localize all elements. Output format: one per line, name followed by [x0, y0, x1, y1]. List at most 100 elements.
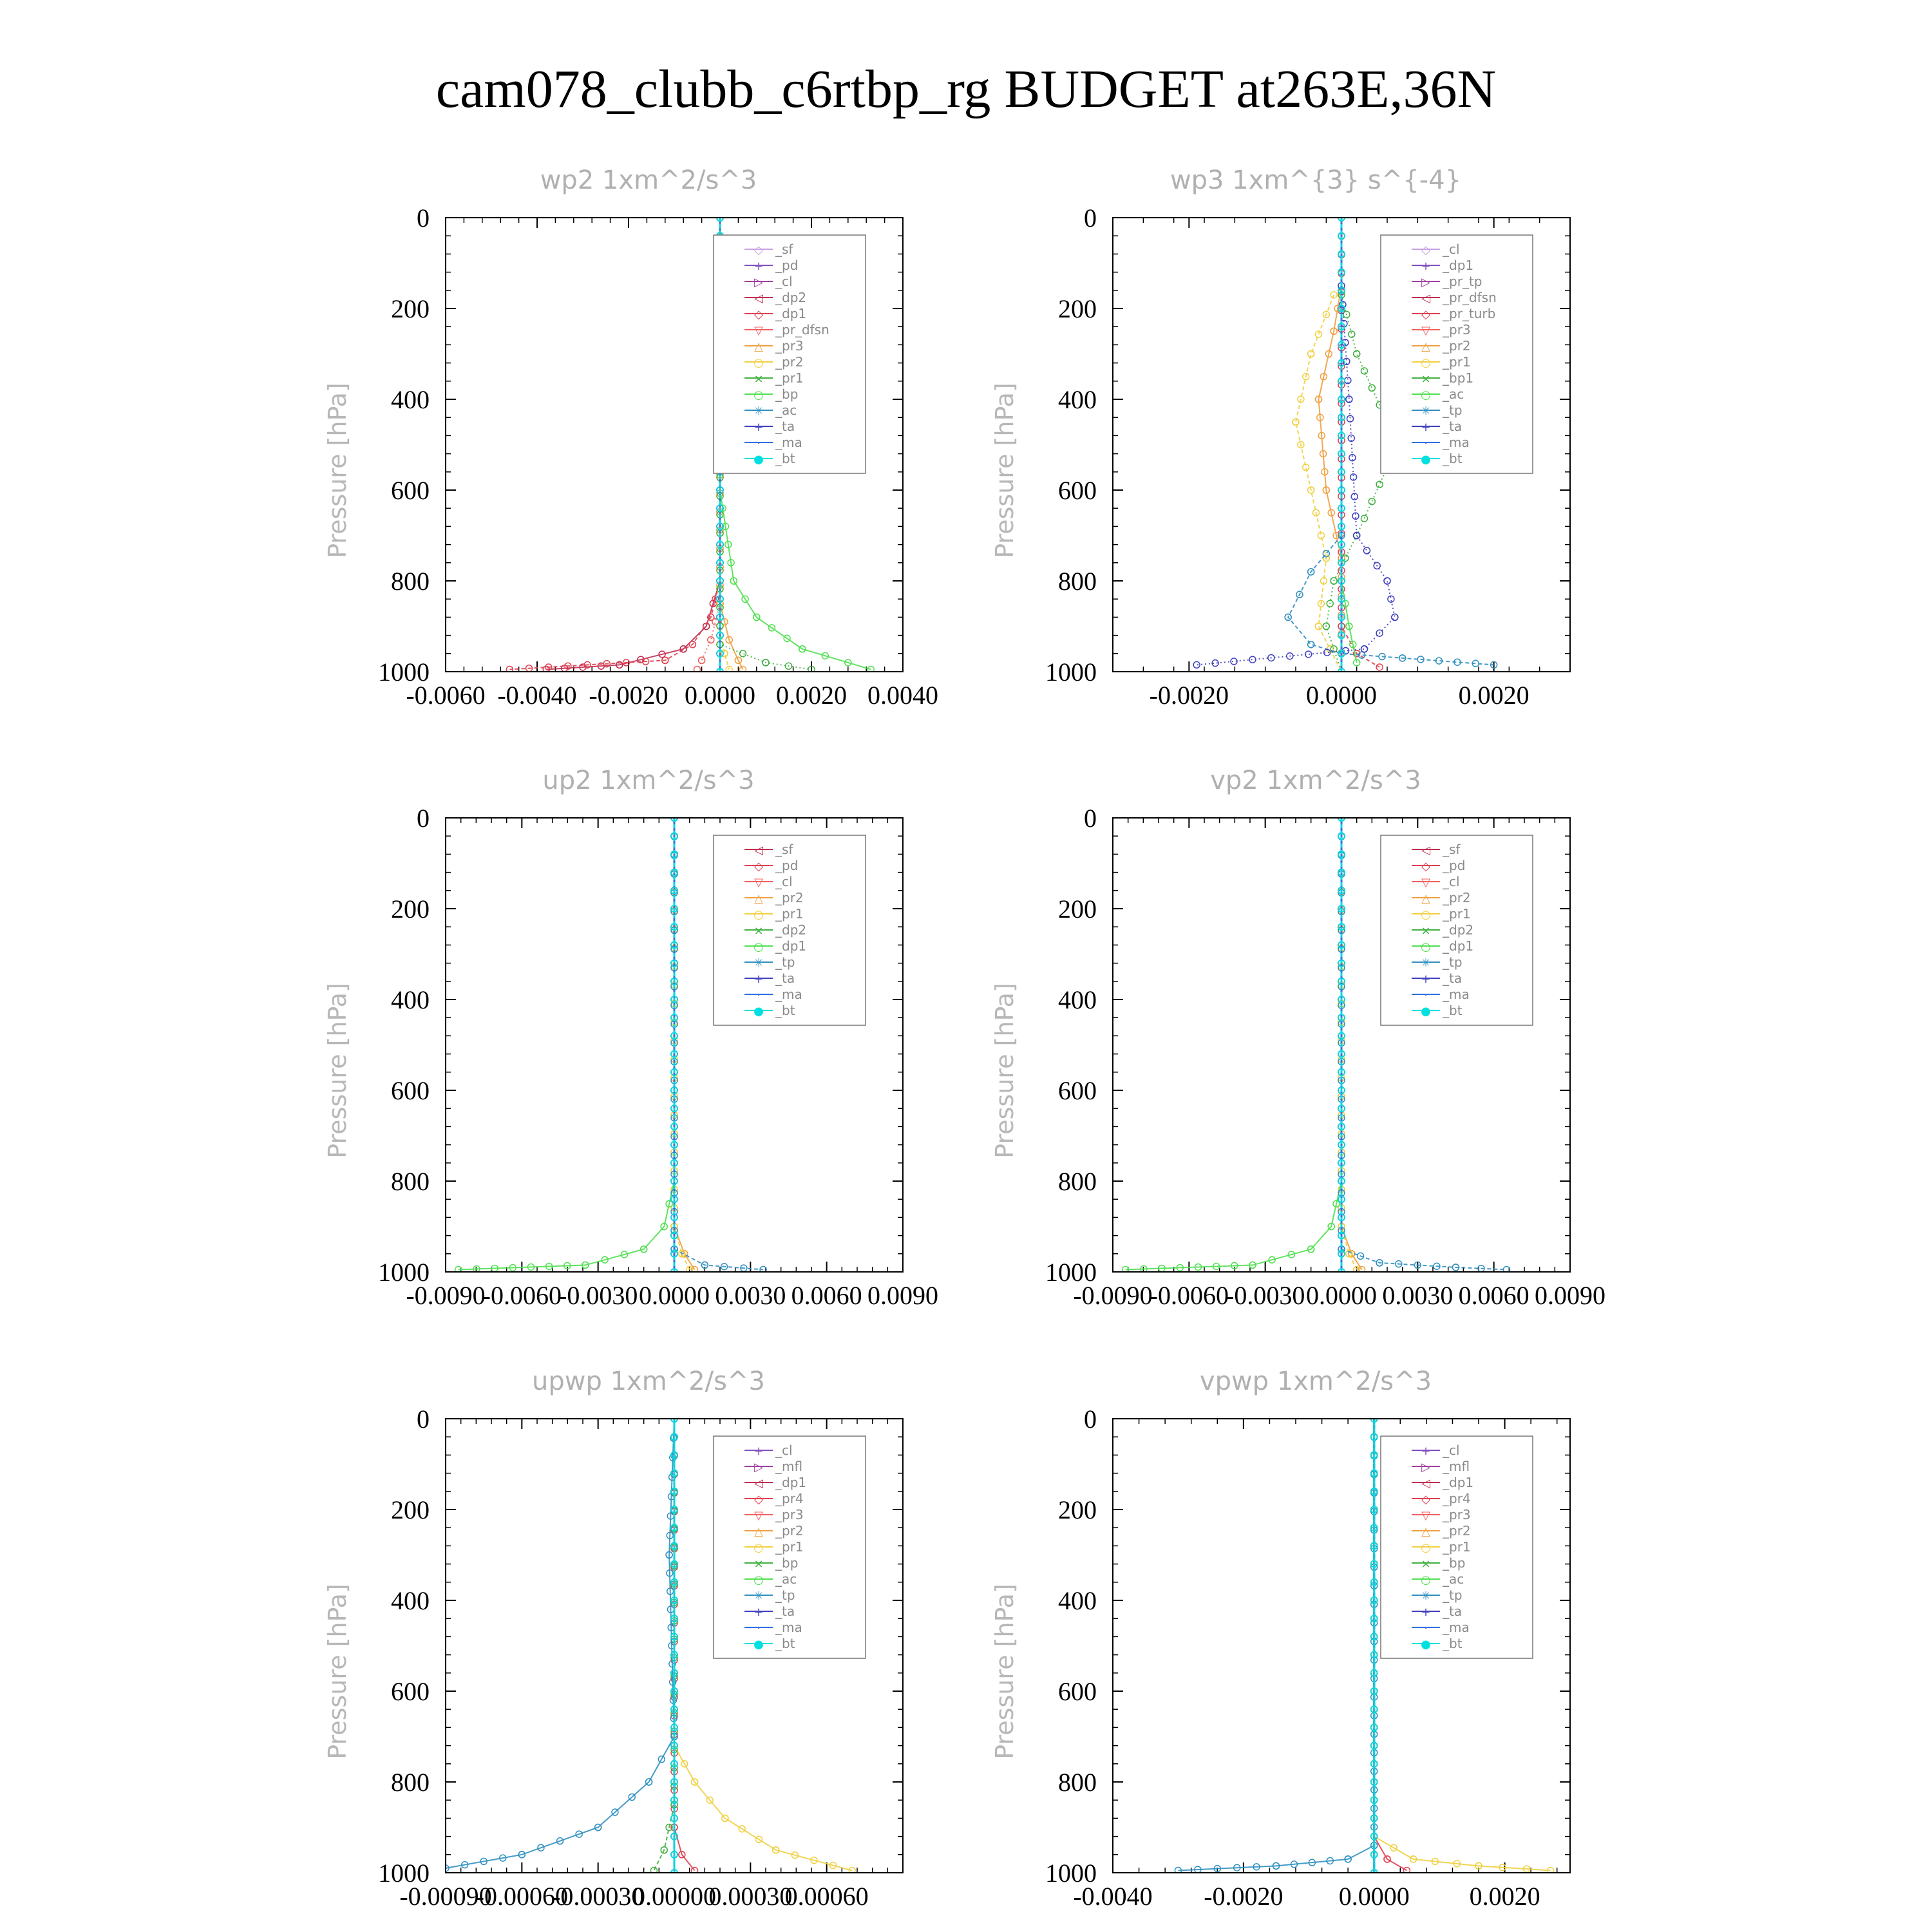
legend-label: _pr2: [1442, 1523, 1471, 1539]
legend-label: _bp: [775, 386, 798, 402]
legend-marker: ▷: [1421, 276, 1430, 289]
y-tick-label: 200: [1058, 1495, 1097, 1524]
series-marker: [537, 1844, 545, 1852]
y-tick-label: 0: [1084, 1405, 1097, 1434]
series-marker: [1338, 522, 1345, 531]
series-marker: [1290, 1861, 1298, 1868]
series-marker: [1338, 631, 1345, 639]
legend-marker: ●: [753, 1638, 764, 1651]
series-marker: [583, 661, 591, 669]
legend-marker: +: [1421, 972, 1430, 986]
legend-marker: +: [1421, 1605, 1430, 1619]
legend-label: _dp1: [775, 1475, 806, 1490]
series-marker: [1338, 650, 1345, 658]
plot-frame: [445, 217, 904, 672]
legend: ◇ _sf + _pd ▷ _cl ◁ _dp2 ◇ _dp1 ▽ _pr_dfsn △ _pr3 ○ _pr…: [713, 234, 866, 474]
legend-label: _dp2: [1442, 922, 1473, 938]
legend-marker: ◁: [1421, 1477, 1430, 1490]
series-marker: [730, 577, 738, 585]
series-marker: [693, 665, 701, 672]
series-marker: [1352, 350, 1361, 358]
series-marker: [637, 656, 645, 663]
series-marker: [1338, 450, 1345, 458]
series-marker: [690, 1265, 699, 1272]
series-marker: [1338, 486, 1345, 494]
legend-label: _ta: [775, 419, 795, 434]
series-marker: [1338, 1086, 1345, 1094]
series-marker: [679, 645, 687, 653]
y-tick-label: 1000: [378, 658, 430, 687]
x-tick-label: 0.0060: [791, 1281, 862, 1310]
series-marker: [1272, 1862, 1280, 1870]
series-marker: [1368, 384, 1376, 392]
series-marker: [666, 1569, 674, 1577]
series-marker: [1370, 1705, 1378, 1713]
series-marker: [1338, 1250, 1345, 1258]
series-marker: [1346, 415, 1354, 422]
series-marker: [1332, 531, 1340, 540]
series-marker: [1370, 1560, 1378, 1568]
x-tick-label: 0.0060: [1459, 1281, 1530, 1310]
legend-label: _cl: [1442, 1443, 1460, 1458]
series-marker: [1338, 1068, 1345, 1076]
legend-marker: ×: [753, 924, 763, 938]
series-marker: [670, 1488, 678, 1495]
series-marker: [670, 1615, 678, 1622]
y-tick-label: 200: [391, 1495, 430, 1524]
legend-marker: ○: [753, 908, 764, 922]
legend-label: _pr1: [1442, 1539, 1471, 1555]
series-marker: [1338, 978, 1345, 985]
series-marker: [721, 522, 730, 531]
series-marker: [1339, 301, 1347, 308]
series-marker: [1338, 613, 1345, 621]
series-marker: [616, 661, 623, 669]
legend-marker: ○: [753, 356, 764, 370]
series-marker: [707, 636, 715, 644]
series-marker: [1314, 395, 1323, 403]
y-tick-label: 0: [1084, 804, 1097, 833]
series-marker: [1370, 1796, 1378, 1804]
legend-label: _cl: [775, 1443, 793, 1458]
series-marker: [665, 1200, 673, 1208]
legend-label: _pr2: [775, 354, 804, 370]
legend-marker: ○: [753, 1573, 764, 1587]
series-marker: [1370, 1469, 1378, 1477]
legend-label: _pr3: [1442, 1507, 1471, 1522]
series-marker: [759, 1265, 767, 1272]
y-tick-label: 600: [1058, 1677, 1097, 1706]
legend-label: _pr1: [1442, 906, 1471, 922]
series-marker: [741, 595, 749, 603]
legend-marker: △: [754, 340, 763, 354]
series-marker: [670, 1032, 678, 1040]
series-marker: [1338, 905, 1345, 913]
y-tick-label: 400: [391, 385, 430, 414]
series-marker: [1338, 1177, 1345, 1185]
legend-marker: △: [1421, 1525, 1430, 1539]
legend-marker: ◇: [1421, 860, 1430, 873]
series-marker: [1320, 373, 1328, 381]
series-marker: [611, 1808, 619, 1816]
series-marker: [1373, 562, 1381, 570]
series-marker: [1326, 600, 1334, 607]
series-marker: [1338, 305, 1345, 312]
series-marker: [480, 1857, 488, 1866]
y-tick-label: 800: [391, 567, 430, 596]
series-marker: [670, 1213, 678, 1222]
series-marker: [697, 656, 706, 665]
legend-label: _pr4: [1442, 1491, 1471, 1506]
series-marker: [639, 1245, 648, 1253]
series-marker: [670, 1469, 678, 1477]
legend-marker: △: [1421, 892, 1430, 905]
series-marker: [716, 486, 724, 494]
series-marker: [1292, 418, 1300, 426]
series-marker: [641, 658, 650, 665]
legend-marker: ○: [1421, 1541, 1431, 1555]
series-marker: [670, 1560, 678, 1568]
x-tick-label: -0.0060: [1150, 1281, 1229, 1310]
series-marker: [1363, 547, 1371, 554]
y-tick-label: 0: [417, 204, 430, 232]
legend-label: _ma: [1442, 435, 1470, 450]
series-marker: [658, 650, 666, 658]
legend-label: _sf: [775, 842, 793, 857]
y-tick-label: 1000: [1045, 1258, 1097, 1287]
